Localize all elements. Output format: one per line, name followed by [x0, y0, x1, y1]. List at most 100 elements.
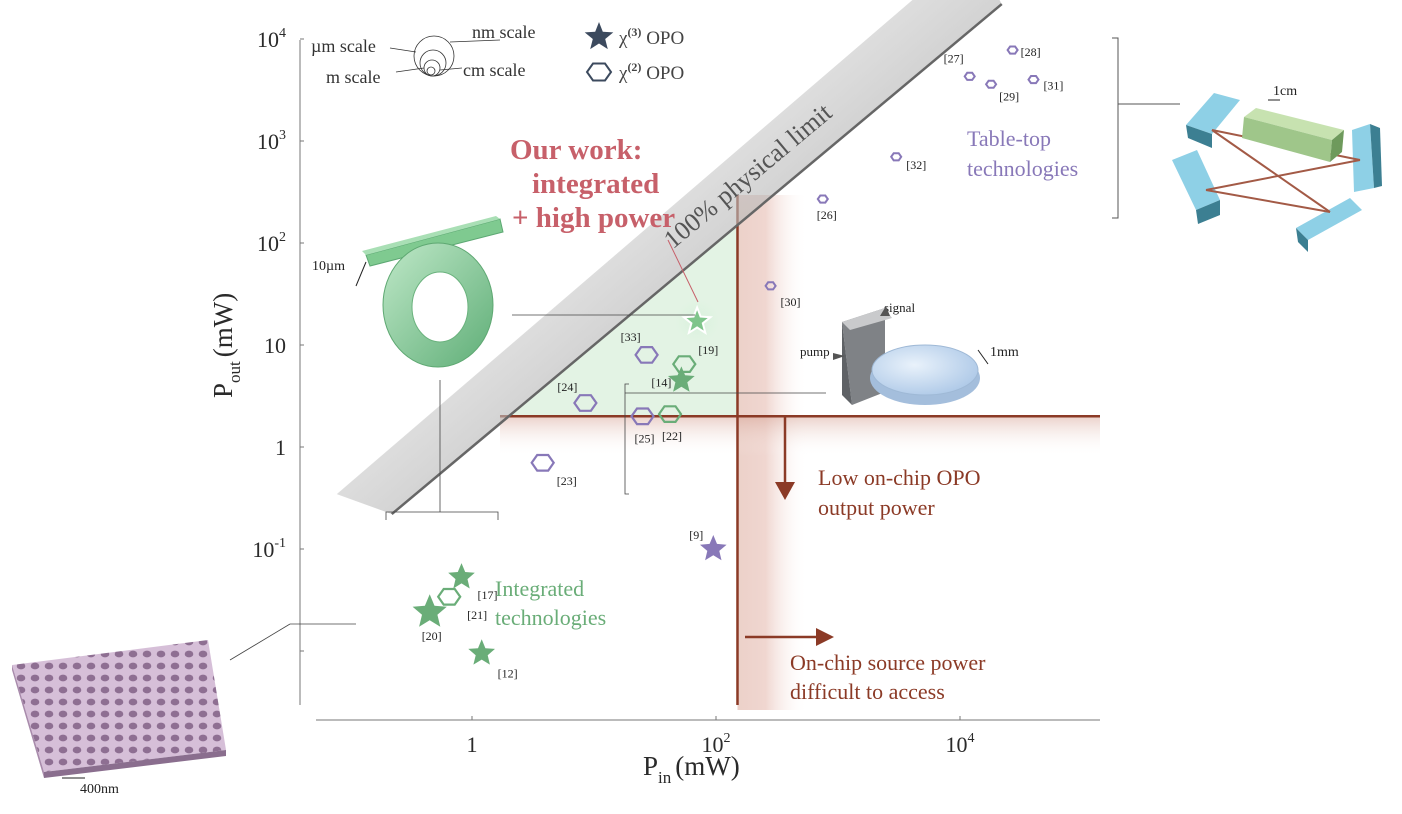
disk-dim-tick — [977, 349, 989, 365]
scale-circle-outer — [413, 35, 455, 77]
point-27-hexagon — [963, 71, 976, 81]
y-tick-label: 1 — [275, 435, 286, 460]
scale-circle-small — [423, 59, 441, 77]
point-ref-label: [17] — [477, 588, 497, 602]
point-25-hexagon — [630, 407, 655, 426]
pc-slab-top — [12, 640, 226, 772]
point-21-hexagon — [436, 587, 462, 606]
point-ref-label: [31] — [1043, 79, 1063, 93]
ring-waveguide — [365, 218, 504, 267]
point-ref-label: [30] — [781, 295, 801, 309]
point-20-star — [412, 594, 447, 627]
point-32-hexagon — [889, 152, 903, 162]
legend-label: χ(3) OPO — [618, 25, 684, 49]
regions — [500, 195, 1100, 710]
point-ref-label: [22] — [662, 429, 682, 443]
scale-line-cm — [439, 67, 463, 71]
tt-beam-2 — [1211, 129, 1331, 213]
our-work-line3: + high power — [512, 202, 675, 234]
ring-resonator-illustration: 10µm — [312, 216, 695, 520]
point-23-hexagon — [530, 453, 556, 472]
region-arrows — [745, 416, 834, 646]
prism-top — [842, 308, 892, 330]
pump-arrow — [833, 353, 845, 360]
tabletop-line2: technologies — [967, 156, 1078, 181]
point-19-hexagon — [671, 355, 697, 373]
point-ref-label: [20] — [422, 629, 442, 643]
point-ref-label: [21] — [467, 608, 487, 622]
pc-dim-label: 400nm — [80, 782, 119, 797]
tabletop-label: Table-top technologies — [967, 37, 1180, 219]
disk-top — [871, 344, 979, 396]
point-24-hexagon — [573, 394, 598, 412]
point-28-hexagon — [1006, 45, 1019, 55]
x-ticks: 1 102 104 — [467, 716, 975, 757]
y-tick-label: 102 — [257, 230, 286, 256]
y-tick-label: 103 — [257, 128, 286, 154]
point-ref-label: [32] — [906, 158, 926, 172]
low-power-line1: Low on-chip OPO — [818, 465, 981, 490]
y-ticks: 10-1 1 10 102 103 104 — [252, 26, 304, 652]
y-tick-label: 10 — [264, 333, 286, 358]
disk-dim-label: 1mm — [990, 345, 1019, 360]
photonic-crystal-illustration: 400nm — [12, 623, 356, 797]
x-tick-label: 1 — [467, 732, 478, 757]
right-arrow-head — [816, 628, 834, 646]
disk-illustration: pump signal 1mm — [624, 300, 1019, 495]
low-power-label: Low on-chip OPO output power — [818, 465, 981, 520]
x-tick-label: 102 — [702, 731, 731, 757]
axes — [299, 40, 1100, 721]
tt-mirror-1 — [1186, 93, 1240, 134]
scale-circle-mid — [419, 49, 447, 77]
our-work-line1: Our work: — [510, 134, 642, 166]
point-ref-label: [14] — [651, 375, 671, 389]
tt-mirror-1-side — [1186, 125, 1212, 148]
physical-limit-shade — [336, 0, 1002, 515]
physical-limit-line — [390, 3, 1003, 516]
y-axis-label: Pout(mW) — [208, 293, 244, 398]
ring-waveguide-top — [362, 216, 500, 255]
tt-crystal-front — [1242, 117, 1332, 162]
point-14-star — [668, 366, 695, 392]
point-33-hexagon — [634, 346, 659, 364]
tt-mirror-3 — [1296, 198, 1362, 240]
down-arrow-head — [775, 482, 795, 500]
prism-face — [842, 322, 852, 405]
point-ref-label: [27] — [944, 51, 964, 65]
scale-line-nm — [449, 39, 501, 43]
tabletop-line1: Table-top — [967, 126, 1051, 151]
point-ref-label: [24] — [557, 380, 577, 394]
data-points: [20] [21] [17] [12] [23] [24] [25] [22] [33] [19]… — [412, 45, 1063, 680]
pc-slab-left — [12, 665, 44, 778]
source-power-label: On-chip source power difficult to access — [790, 650, 986, 704]
pc-connector — [229, 623, 291, 661]
source-line2: difficult to access — [790, 679, 945, 704]
tt-dim-label: 1cm — [1273, 84, 1297, 99]
scale-line-m — [395, 67, 425, 73]
tt-mirror-4 — [1352, 124, 1374, 192]
tt-mirror-3-side — [1296, 228, 1308, 252]
x-axis-label: Pin (mW) — [643, 751, 740, 787]
pc-slab-edge — [44, 750, 226, 778]
tt-mirror-4-side — [1370, 124, 1382, 188]
our-work-line2: integrated — [532, 168, 659, 200]
tt-mirror-2-side — [1196, 200, 1220, 224]
source-line1: On-chip source power — [790, 650, 986, 675]
point-ref-label: [26] — [817, 208, 837, 222]
ring-inner — [411, 271, 469, 343]
low-power-line2: output power — [818, 495, 935, 520]
point-ref-label: [19] — [698, 343, 718, 357]
point-26-hexagon — [816, 194, 830, 204]
cm-scale-label: cm scale — [463, 60, 525, 80]
y-tick-label: 10-1 — [252, 536, 286, 562]
scale-circle-tiny — [426, 66, 436, 76]
integrated-line2: technologies — [495, 605, 606, 630]
tt-beam-3 — [1205, 159, 1361, 191]
point-ref-label: [28] — [1021, 45, 1041, 59]
um-scale-label: µm scale — [311, 36, 376, 56]
signal-arrow — [880, 306, 890, 316]
tabletop-bracket — [1112, 37, 1119, 219]
tt-crystal-side — [1330, 130, 1344, 162]
